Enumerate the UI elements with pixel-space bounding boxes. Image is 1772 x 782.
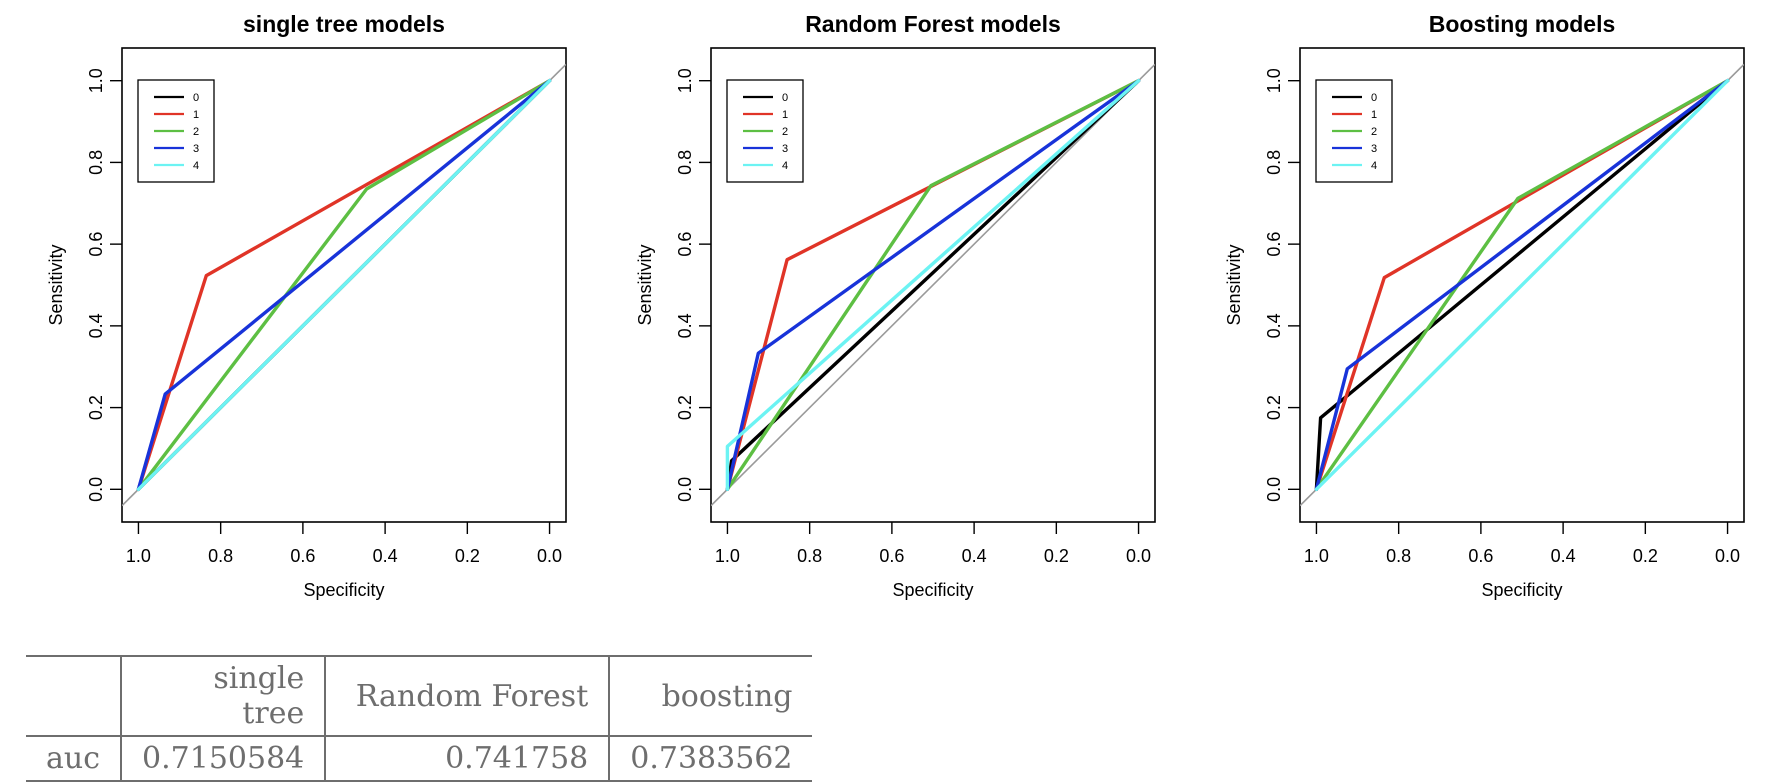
x-tick-label: 0.8 <box>797 546 822 566</box>
x-tick-label: 1.0 <box>715 546 740 566</box>
x-tick-label: 0.6 <box>290 546 315 566</box>
y-tick-label: 0.0 <box>675 477 695 502</box>
y-tick-label: 0.0 <box>86 477 106 502</box>
x-tick-label: 0.4 <box>373 546 398 566</box>
x-tick-label: 0.0 <box>1126 546 1151 566</box>
y-tick-label: 0.6 <box>86 232 106 257</box>
legend-label-2: 2 <box>193 126 199 138</box>
legend-label-4: 4 <box>193 160 199 172</box>
x-axis-label: Specificity <box>1481 580 1562 600</box>
x-tick-label: 0.6 <box>879 546 904 566</box>
diagonal-reference-line <box>711 63 1155 507</box>
x-tick-label: 0.0 <box>1715 546 1740 566</box>
y-tick-label: 0.4 <box>86 313 106 338</box>
legend-label-1: 1 <box>782 109 788 121</box>
auc-table-header: single tree Random Forest boosting <box>26 656 813 736</box>
series-line-4 <box>725 78 1141 491</box>
chart-title: Random Forest models <box>805 11 1061 37</box>
legend-label-3: 3 <box>782 143 788 155</box>
legend-label-2: 2 <box>1371 126 1377 138</box>
plot-area <box>122 63 566 507</box>
y-tick-label: 0.4 <box>1264 313 1284 338</box>
auc-table-header-single-tree: single tree <box>121 656 327 736</box>
legend-label-2: 2 <box>782 126 788 138</box>
chart-panel-1: single tree models 1.0 0.8 0.6 0.4 0.2 0.0 0.0 0… <box>46 11 567 600</box>
y-tick-label: 0.2 <box>86 395 106 420</box>
series-line-4 <box>1314 78 1730 491</box>
legend-label-1: 1 <box>193 109 199 121</box>
series-line-0 <box>1314 78 1730 491</box>
legend-label-3: 3 <box>1371 143 1377 155</box>
y-tick-label: 0.6 <box>675 232 695 257</box>
x-tick-label: 0.4 <box>1551 546 1576 566</box>
y-axis-label: Sensitivity <box>1224 244 1244 325</box>
x-tick-label: 0.2 <box>1633 546 1658 566</box>
x-tick-label: 0.0 <box>537 546 562 566</box>
plot-area <box>1300 63 1744 507</box>
legend-label-4: 4 <box>782 160 788 172</box>
y-tick-label: 0.8 <box>1264 150 1284 175</box>
x-tick-label: 1.0 <box>1304 546 1329 566</box>
x-tick-label: 0.6 <box>1468 546 1493 566</box>
auc-table: single tree Random Forest boosting auc 0… <box>26 655 813 782</box>
y-axis-label: Sensitivity <box>635 244 655 325</box>
y-tick-label: 0.0 <box>1264 477 1284 502</box>
auc-value-random-forest: 0.741758 <box>325 736 611 781</box>
legend-label-1: 1 <box>1371 109 1377 121</box>
auc-row-label: auc <box>26 736 123 781</box>
x-tick-label: 0.2 <box>455 546 480 566</box>
chart-panel-2: Random Forest models 1.0 0.8 0.6 0.4 0.2 0.0 0.… <box>635 11 1156 600</box>
chart-title: single tree models <box>243 11 445 37</box>
x-tick-label: 0.2 <box>1044 546 1069 566</box>
x-tick-label: 0.8 <box>1386 546 1411 566</box>
chart-title: Boosting models <box>1429 11 1616 37</box>
y-tick-label: 0.6 <box>1264 232 1284 257</box>
y-tick-label: 1.0 <box>86 68 106 93</box>
y-axis-label: Sensitivity <box>46 244 66 325</box>
roc-charts: single tree models 1.0 0.8 0.6 0.4 0.2 0.0 0.0 0… <box>46 11 1745 600</box>
x-axis-label: Specificity <box>892 580 973 600</box>
auc-table-header-boosting: boosting <box>661 678 793 714</box>
x-tick-label: 0.8 <box>208 546 233 566</box>
series-line-2 <box>136 78 552 491</box>
plot-frame <box>121 47 567 523</box>
x-tick-label: 1.0 <box>126 546 151 566</box>
y-tick-label: 0.4 <box>675 313 695 338</box>
legend-label-0: 0 <box>782 92 788 104</box>
y-tick-label: 0.8 <box>675 150 695 175</box>
legend-label-0: 0 <box>1371 92 1377 104</box>
series-line-3 <box>1314 78 1730 491</box>
auc-value-boosting: 0.7383562 <box>630 741 793 776</box>
x-tick-label: 0.4 <box>962 546 987 566</box>
x-axis-label: Specificity <box>303 580 384 600</box>
series-line-1 <box>136 78 552 491</box>
legend-label-3: 3 <box>193 143 199 155</box>
chart-panel-3: Boosting models 1.0 0.8 0.6 0.4 0.2 0.0 0.0 0.2 0… <box>1224 11 1745 600</box>
series-line-2 <box>1314 78 1730 491</box>
y-tick-label: 0.2 <box>675 395 695 420</box>
auc-table-header-random-forest: Random Forest <box>325 656 611 736</box>
plot-frame <box>1299 47 1745 523</box>
series-line-3 <box>136 78 552 491</box>
plot-area <box>711 63 1155 507</box>
auc-table-header-blank <box>26 656 123 736</box>
auc-table-row: auc 0.7150584 0.741758 0.7383562 <box>26 736 813 781</box>
y-tick-label: 1.0 <box>675 68 695 93</box>
auc-table-container: single tree Random Forest boosting auc 0… <box>26 655 813 782</box>
series-line-3 <box>725 78 1141 491</box>
series-line-4 <box>136 78 552 491</box>
y-tick-label: 0.8 <box>86 150 106 175</box>
auc-value-single-tree: 0.7150584 <box>121 736 327 781</box>
plot-frame <box>710 47 1156 523</box>
y-tick-label: 0.2 <box>1264 395 1284 420</box>
legend-label-0: 0 <box>193 92 199 104</box>
y-tick-label: 1.0 <box>1264 68 1284 93</box>
legend-label-4: 4 <box>1371 160 1377 172</box>
